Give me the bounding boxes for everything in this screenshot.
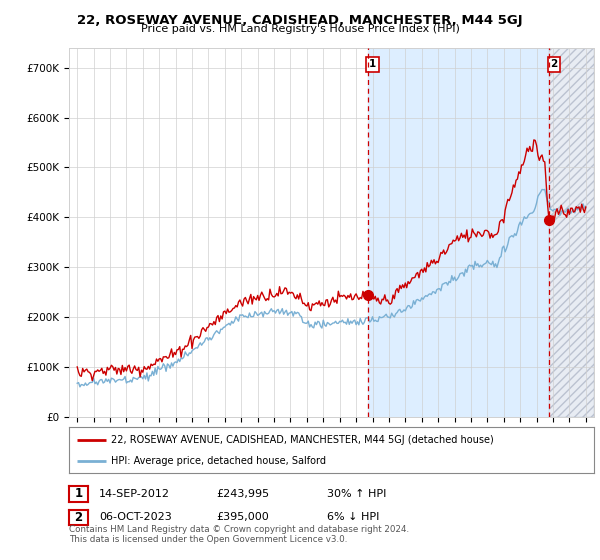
- Text: 2: 2: [74, 511, 83, 524]
- Bar: [549, 48, 594, 417]
- Text: Price paid vs. HM Land Registry's House Price Index (HPI): Price paid vs. HM Land Registry's House …: [140, 24, 460, 34]
- Text: 14-SEP-2012: 14-SEP-2012: [99, 489, 170, 499]
- Text: 22, ROSEWAY AVENUE, CADISHEAD, MANCHESTER, M44 5GJ (detached house): 22, ROSEWAY AVENUE, CADISHEAD, MANCHESTE…: [111, 435, 494, 445]
- Text: 06-OCT-2023: 06-OCT-2023: [99, 512, 172, 522]
- Text: £395,000: £395,000: [216, 512, 269, 522]
- Bar: [368, 48, 549, 417]
- Text: 1: 1: [74, 487, 83, 501]
- Text: £243,995: £243,995: [216, 489, 269, 499]
- Text: 1: 1: [369, 59, 376, 69]
- Text: HPI: Average price, detached house, Salford: HPI: Average price, detached house, Salf…: [111, 456, 326, 466]
- Text: Contains HM Land Registry data © Crown copyright and database right 2024.
This d: Contains HM Land Registry data © Crown c…: [69, 525, 409, 544]
- Bar: [549, 48, 594, 417]
- Text: 6% ↓ HPI: 6% ↓ HPI: [327, 512, 379, 522]
- Text: 2: 2: [551, 59, 558, 69]
- Text: 22, ROSEWAY AVENUE, CADISHEAD, MANCHESTER, M44 5GJ: 22, ROSEWAY AVENUE, CADISHEAD, MANCHESTE…: [77, 14, 523, 27]
- Text: 30% ↑ HPI: 30% ↑ HPI: [327, 489, 386, 499]
